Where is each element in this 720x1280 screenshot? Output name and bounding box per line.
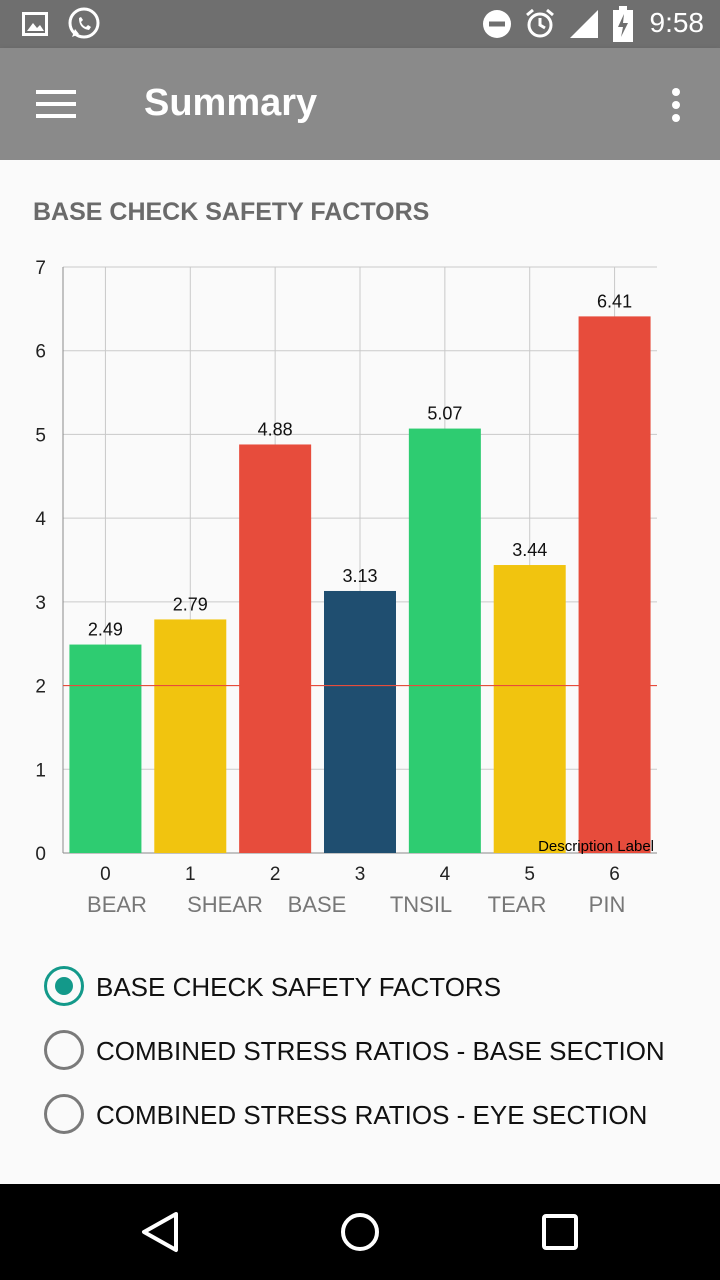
summary-content: BASE CHECK SAFETY FACTORS 0 1 2 3 4 5 6 7 2.49 0 2…: [0, 160, 720, 1184]
bar-6: [578, 316, 651, 853]
category-name-label: BASE: [288, 892, 347, 917]
chart-description-label: Description Label: [538, 838, 654, 855]
x-tick-label: 6: [609, 864, 620, 885]
back-icon: [130, 1212, 190, 1266]
navigation-menu-button[interactable]: [20, 74, 92, 134]
bar-0: [69, 644, 142, 853]
radio-dot: [55, 977, 73, 995]
more-vert-icon: [672, 88, 680, 127]
y-tick-label: 7: [35, 258, 46, 279]
bar-value-label: 3.13: [342, 566, 377, 586]
category-name-label: PIN: [589, 892, 626, 917]
radio-button-unchecked[interactable]: [44, 1094, 84, 1134]
bar-value-label: 5.07: [427, 404, 462, 424]
category-name-label: TNSIL: [390, 892, 452, 917]
bar-5: [493, 565, 566, 853]
chart-section-title: BASE CHECK SAFETY FACTORS: [33, 198, 430, 226]
status-bar: 9:58: [0, 0, 720, 48]
radio-combined-stress-eye-section[interactable]: COMBINED STRESS RATIOS - EYE SECTION: [44, 1092, 704, 1140]
hamburger-menu-icon: [36, 90, 76, 123]
overflow-menu-button[interactable]: [656, 78, 696, 130]
radio-button-checked[interactable]: [44, 966, 84, 1006]
x-tick-label: 3: [355, 864, 366, 885]
radio-combined-stress-base-section[interactable]: COMBINED STRESS RATIOS - BASE SECTION: [44, 1028, 704, 1076]
radio-label: BASE CHECK SAFETY FACTORS: [96, 972, 502, 1002]
bar-value-label: 6.41: [597, 291, 632, 311]
bar-4: [408, 428, 481, 853]
x-tick-label: 5: [524, 864, 535, 885]
y-tick-label: 0: [35, 844, 46, 865]
category-name-label: SHEAR: [187, 892, 263, 917]
back-button[interactable]: [130, 1202, 190, 1262]
recents-button[interactable]: [530, 1202, 590, 1262]
y-tick-label: 4: [35, 509, 46, 530]
whatsapp-icon: [66, 6, 102, 47]
bar-1: [154, 619, 227, 853]
x-tick-label: 0: [100, 864, 111, 885]
bar-3: [324, 590, 396, 853]
radio-label: COMBINED STRESS RATIOS - EYE SECTION: [96, 1100, 648, 1130]
system-navigation-bar: [0, 1184, 720, 1280]
status-time: 9:58: [649, 7, 705, 38]
category-name-label: TEAR: [488, 892, 547, 917]
bar-value-label: 2.49: [88, 620, 123, 640]
home-icon: [330, 1213, 390, 1266]
y-tick-label: 3: [35, 593, 46, 614]
x-tick-label: 4: [440, 864, 451, 885]
do-not-disturb-icon: [482, 9, 512, 44]
y-tick-label: 6: [35, 342, 46, 363]
bar-value-label: 3.44: [512, 540, 547, 560]
home-button[interactable]: [330, 1202, 390, 1262]
x-tick-label: 2: [270, 864, 281, 885]
bar-value-label: 2.79: [173, 594, 208, 614]
page-title: Summary: [144, 82, 318, 124]
recents-icon: [530, 1214, 590, 1266]
radio-base-check-safety-factors[interactable]: BASE CHECK SAFETY FACTORS: [44, 964, 704, 1012]
radio-button-unchecked[interactable]: [44, 1030, 84, 1070]
y-tick-label: 1: [35, 760, 46, 781]
bar-2: [239, 444, 312, 853]
y-tick-label: 5: [35, 425, 46, 446]
alarm-icon: [524, 7, 556, 44]
image-icon: [22, 12, 48, 41]
bar-value-label: 4.88: [258, 419, 293, 439]
safety-factors-bar-chart: 0 1 2 3 4 5 6 7 2.49 0 2.79 1 4.88 2 3.13 3 5.07 4 3.44 5 6.…: [35, 258, 657, 917]
app-bar: Summary: [0, 48, 720, 160]
battery-charging-icon: [612, 6, 634, 47]
category-name-label: BEAR: [87, 892, 147, 917]
y-tick-label: 2: [35, 677, 46, 698]
signal-icon: [568, 9, 600, 44]
x-tick-label: 1: [185, 864, 196, 885]
radio-label: COMBINED STRESS RATIOS - BASE SECTION: [96, 1036, 665, 1066]
